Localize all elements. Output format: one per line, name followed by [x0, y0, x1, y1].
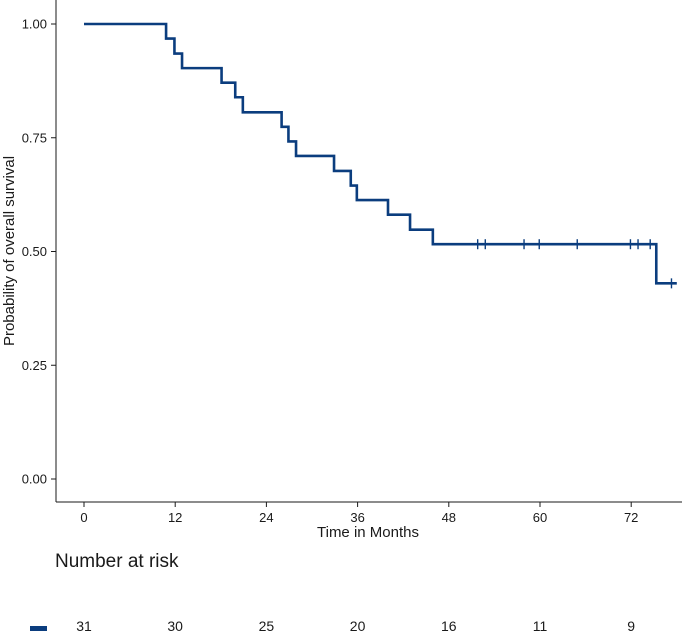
y-tick-label: 0.00	[22, 472, 47, 487]
x-tick-label: 72	[624, 510, 638, 525]
risk-count: 9	[627, 618, 636, 634]
risk-count: 20	[349, 618, 366, 634]
x-tick-label: 36	[350, 510, 364, 525]
survival-chart: 0.00 0.25 0.50 0.75 1.00 0 12 24 36 48 60 72 Time …	[1, 0, 682, 541]
x-axis-title: Time in Months	[317, 524, 419, 541]
risk-table-title: Number at risk	[55, 551, 179, 572]
y-tick-label: 0.75	[22, 130, 47, 145]
risk-count: 25	[258, 618, 275, 634]
x-tick-label: 0	[80, 510, 87, 525]
risk-count: 11	[532, 618, 548, 634]
risk-count: 30	[167, 618, 183, 634]
y-ticks: 0.00 0.25 0.50 0.75 1.00	[22, 17, 56, 487]
y-tick-label: 1.00	[22, 17, 47, 32]
x-ticks: 0 12 24 36 48 60 72	[80, 502, 638, 525]
y-tick-label: 0.25	[22, 358, 47, 373]
survival-curve	[84, 22, 677, 285]
risk-legend-swatch	[30, 626, 47, 631]
x-tick-label: 12	[168, 510, 182, 525]
risk-count: 16	[441, 618, 457, 634]
x-tick-label: 24	[259, 510, 273, 525]
plot-area: 0.00 0.25 0.50 0.75 1.00 0 12 24 36 48 60 72	[22, 0, 682, 525]
risk-count: 31	[76, 618, 92, 634]
y-axis-title: Probability of overall survival	[1, 156, 18, 346]
y-tick-label: 0.50	[22, 244, 47, 259]
x-tick-label: 48	[442, 510, 456, 525]
censor-marks	[476, 239, 673, 289]
x-tick-label: 60	[533, 510, 547, 525]
risk-table-row: 31 30 25 20 16 11 9	[0, 618, 682, 638]
